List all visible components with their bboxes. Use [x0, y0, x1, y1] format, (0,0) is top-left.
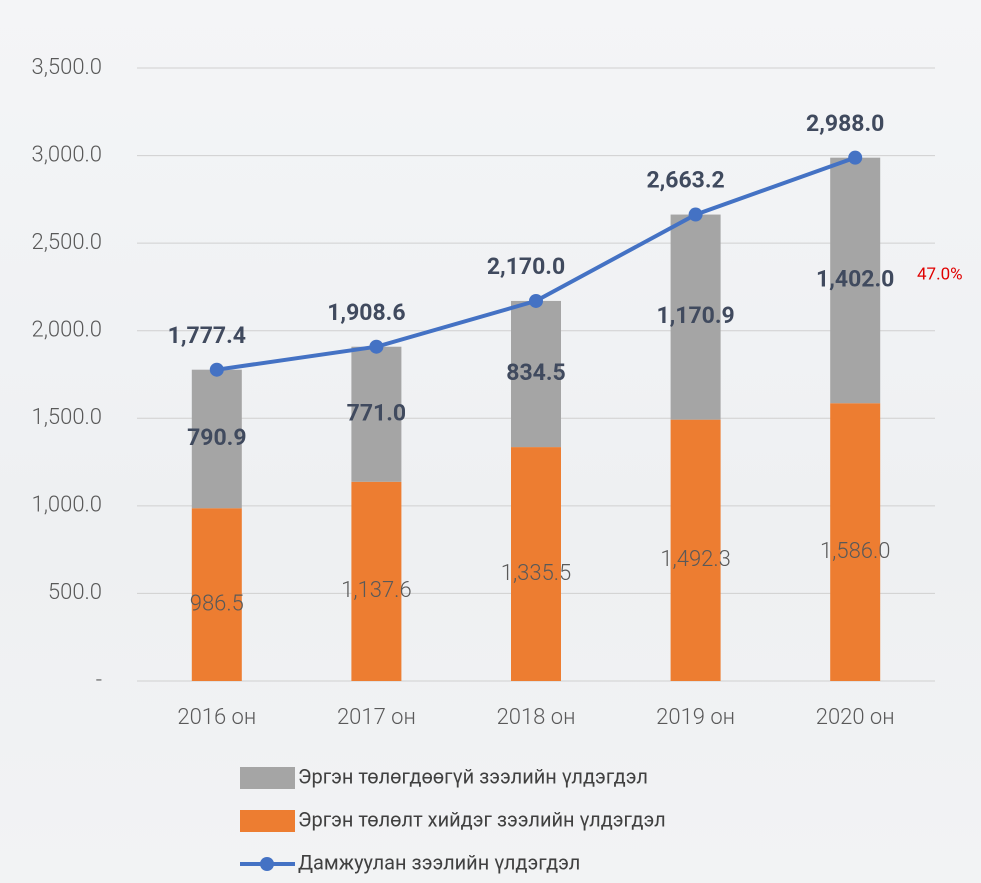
data-label: 1,402.0 [816, 266, 894, 293]
x-tick-label: 2019 он [656, 705, 735, 730]
y-tick-label: 1,500.0 [31, 405, 102, 430]
legend-swatch [240, 810, 295, 832]
annotation: 47.0% [917, 264, 963, 284]
data-label: 1,492.3 [660, 547, 731, 572]
legend-label: Эргэн төлөлт хийдэг зээлийн үлдэгдэл [298, 807, 666, 831]
data-label: 1,170.9 [656, 302, 734, 329]
data-label: 2,170.0 [487, 253, 565, 280]
y-tick-label: 2,500.0 [31, 230, 102, 255]
data-label: 2,663.2 [646, 167, 724, 194]
data-label: 1,137.6 [341, 578, 412, 603]
chart: - 500.0 1,000.0 1,500.0 2,000.0 2,500.0 3,000.… [0, 0, 981, 883]
x-tick-label: 2016 он [177, 705, 256, 730]
legend-label: Дамжуулан зээлийн үлдэгдэл [298, 850, 580, 874]
x-tick-label: 2017 он [337, 705, 416, 730]
y-tick-label: 1,000.0 [31, 493, 102, 518]
y-tick-label: - [96, 668, 102, 693]
data-label: 986.5 [190, 591, 244, 616]
legend-swatch [260, 857, 274, 871]
data-label: 1,586.0 [820, 539, 891, 564]
data-label: 834.5 [506, 359, 565, 386]
data-label: 2,988.0 [806, 110, 884, 137]
line-marker [210, 363, 224, 377]
x-tick-label: 2020 он [816, 705, 895, 730]
y-tick-label: 3,000.0 [31, 142, 102, 167]
data-label: 1,908.6 [327, 299, 405, 326]
legend-swatch [240, 767, 295, 789]
line-marker [689, 208, 703, 222]
y-tick-label: 500.0 [48, 580, 102, 605]
x-tick-label: 2018 он [497, 705, 576, 730]
data-label: 771.0 [347, 399, 406, 426]
line-marker [369, 340, 383, 354]
data-label: 1,777.4 [168, 322, 246, 349]
data-label: 790.9 [187, 424, 246, 451]
y-tick-label: 2,000.0 [31, 318, 102, 343]
legend-label: Эргэн төлөгдөөгүй зээлийн үлдэгдэл [298, 764, 648, 788]
data-label: 1,335.5 [501, 561, 572, 586]
line-marker [529, 294, 543, 308]
y-tick-label: 3,500.0 [31, 55, 102, 80]
line-marker [848, 151, 862, 165]
